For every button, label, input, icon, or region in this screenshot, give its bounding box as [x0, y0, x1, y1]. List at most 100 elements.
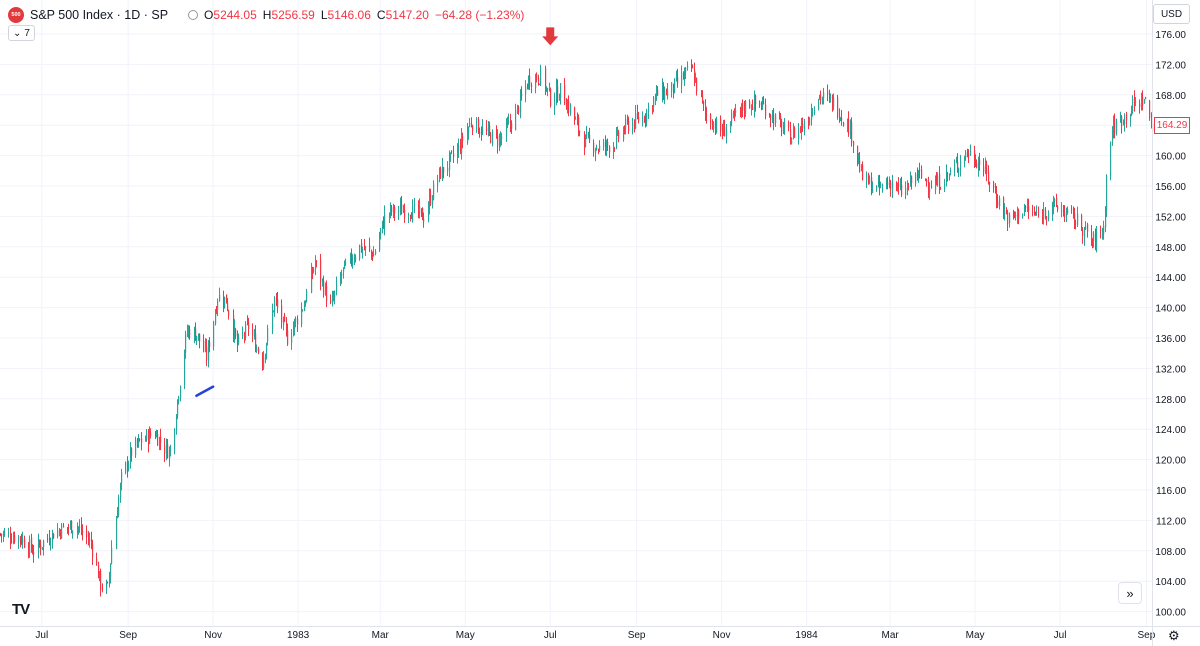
candle-body — [681, 73, 683, 86]
candle-body — [256, 347, 258, 352]
candle-body — [741, 104, 743, 111]
candle-body — [637, 112, 639, 118]
candle-body — [293, 327, 295, 336]
candle-body — [967, 149, 969, 154]
candle-body — [286, 322, 288, 329]
candle-body — [277, 299, 279, 308]
candle-body — [294, 319, 296, 329]
tradingview-logo-icon[interactable]: TV — [12, 601, 30, 618]
candle-body — [898, 183, 900, 187]
indicators-toggle-button[interactable]: ⌄ 7 — [8, 25, 35, 41]
candle-body — [216, 311, 218, 313]
candle-body — [1141, 94, 1143, 109]
candle-body — [472, 125, 474, 131]
candle-body — [793, 128, 795, 138]
candle-body — [1017, 209, 1019, 217]
symbol-title[interactable]: S&P 500 Index · 1D · SP — [30, 8, 169, 22]
candle-body — [872, 188, 874, 193]
candle-body — [284, 315, 286, 322]
candle-body — [432, 199, 434, 204]
candle-body — [185, 333, 187, 353]
candle-body — [999, 197, 1001, 207]
candle-body — [978, 160, 980, 169]
candle-body — [227, 303, 229, 311]
candle-body — [574, 107, 576, 120]
candle-body — [642, 116, 644, 124]
candle-body — [664, 90, 666, 100]
candle-body — [213, 321, 215, 347]
candle-body — [156, 433, 158, 437]
candle-body — [508, 120, 510, 123]
candle-body — [272, 311, 274, 330]
candle-body — [247, 321, 249, 324]
candle-body — [78, 527, 80, 529]
candle-body — [32, 550, 34, 554]
candle-body — [712, 124, 714, 130]
candle-body — [968, 153, 970, 157]
candle-body — [258, 348, 260, 353]
candle-body — [858, 159, 860, 161]
candle-body — [809, 118, 811, 126]
candle-body — [89, 538, 91, 542]
candle-body — [61, 524, 63, 539]
candle-body — [823, 92, 825, 99]
candle-body — [403, 210, 405, 213]
candle-body — [832, 94, 834, 108]
candle-body — [1091, 231, 1093, 242]
candle-body — [606, 140, 608, 148]
candle-body — [740, 107, 742, 110]
candle-body — [829, 95, 831, 97]
candle-body — [595, 149, 597, 154]
ohlc-close: C5147.20 — [376, 8, 429, 22]
x-tick-label: Sep — [628, 630, 646, 641]
candle-body — [935, 182, 937, 190]
candle-body — [345, 262, 347, 264]
candle-body — [892, 183, 894, 191]
candle-body — [788, 122, 790, 128]
candle-body — [42, 547, 44, 549]
trend-line-drawing[interactable] — [195, 385, 215, 398]
candle-body — [510, 120, 512, 125]
candle-body — [29, 539, 31, 554]
ohlc-low: L5146.06 — [320, 8, 371, 22]
currency-selector[interactable]: USD — [1153, 4, 1190, 24]
candle-body — [1113, 120, 1115, 135]
candle-body — [848, 119, 850, 135]
candle-body — [302, 310, 304, 312]
candle-body — [549, 87, 551, 91]
candle-body — [674, 78, 676, 93]
candle-body — [1081, 215, 1083, 229]
candle-body — [1, 534, 3, 536]
candle-body — [176, 418, 178, 431]
candle-body — [22, 538, 24, 544]
candle-body — [1095, 231, 1097, 246]
candle-body — [99, 571, 101, 579]
candle-body — [333, 297, 335, 299]
candle-body — [976, 163, 978, 168]
candle-body — [655, 94, 657, 100]
candle-body — [568, 101, 570, 113]
candle-body — [460, 145, 462, 152]
candle-body — [733, 112, 735, 115]
candle-body — [390, 205, 392, 212]
candle-body — [109, 575, 111, 584]
candle-body — [770, 115, 772, 120]
double-chevron-right-icon: » — [1126, 585, 1134, 601]
candle-body — [301, 308, 303, 325]
candle-body — [500, 137, 502, 140]
candle-body — [262, 354, 264, 367]
gear-icon[interactable]: ⚙ — [1168, 628, 1180, 643]
candle-body — [63, 526, 65, 528]
scroll-to-realtime-button[interactable]: » — [1118, 582, 1142, 604]
candle-body — [528, 76, 530, 88]
candle-body — [1067, 208, 1069, 214]
candle-body — [489, 125, 491, 132]
chart-annotations[interactable] — [0, 27, 1152, 398]
arrow-down-marker-icon[interactable] — [542, 27, 559, 46]
candle-body — [4, 532, 6, 535]
candle-body — [564, 84, 566, 105]
y-tick-label: 176.00 — [1155, 30, 1186, 41]
candle-body — [638, 116, 640, 122]
candle-body — [429, 196, 431, 207]
